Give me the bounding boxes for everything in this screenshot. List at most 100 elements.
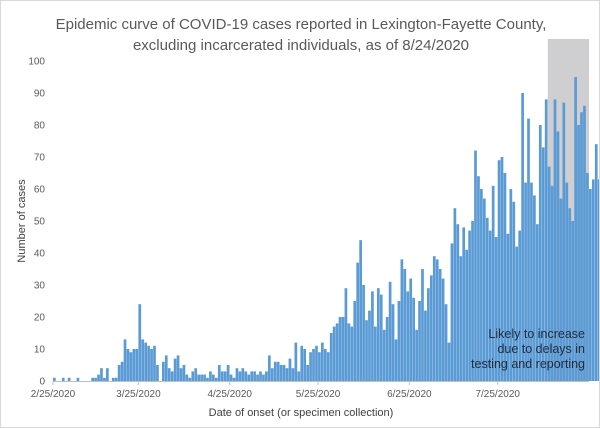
case-bar [332, 326, 336, 381]
case-bar [444, 304, 448, 381]
case-bar [568, 208, 572, 381]
case-bar [103, 377, 106, 381]
case-bar [282, 365, 286, 381]
case-bar [321, 342, 324, 381]
case-bar [456, 224, 460, 381]
case-bar [306, 365, 309, 381]
case-bar [556, 131, 560, 381]
y-tick-label: 70 [34, 153, 46, 164]
case-bar [206, 377, 209, 381]
x-tick-label: 6/25/2020 [387, 389, 432, 400]
y-tick-label: 20 [34, 313, 46, 324]
case-bar [176, 355, 180, 381]
case-bar [338, 317, 342, 381]
case-bar [141, 339, 145, 381]
case-bar [94, 377, 97, 381]
case-bar [544, 99, 548, 382]
y-axis-label: Number of cases [16, 179, 28, 263]
case-bar [394, 339, 398, 381]
case-bar [220, 371, 224, 381]
y-tick-label: 90 [34, 89, 46, 100]
case-bar [238, 371, 242, 381]
case-bar [323, 349, 327, 381]
case-bar [530, 182, 533, 381]
case-bar [126, 349, 130, 381]
case-bar [265, 371, 268, 381]
case-bar [583, 105, 586, 382]
case-bar [191, 371, 195, 381]
chart-title-line-1: Epidemic curve of COVID-19 cases reporte… [56, 16, 547, 33]
case-bar [100, 368, 103, 381]
y-tick-label: 80 [34, 121, 46, 132]
case-bar [179, 368, 183, 381]
case-bar [480, 189, 483, 381]
case-bar [571, 221, 575, 381]
case-bar [474, 150, 477, 381]
case-bar [294, 342, 298, 381]
case-bar [235, 368, 239, 381]
case-bar [200, 374, 203, 381]
case-bar [203, 374, 206, 381]
case-bar [527, 118, 530, 381]
case-bar [288, 358, 292, 381]
y-tick-label: 0 [39, 377, 45, 388]
case-bar [341, 317, 345, 381]
case-bar [326, 352, 330, 381]
case-bar [156, 365, 159, 381]
case-bar [503, 173, 507, 381]
case-bar [350, 326, 354, 381]
y-tick-label: 40 [34, 249, 46, 260]
case-bar [521, 93, 524, 381]
case-bar [194, 368, 198, 381]
case-bar [241, 368, 245, 381]
case-bar [488, 230, 492, 381]
case-bar [117, 365, 121, 381]
case-bar [209, 371, 212, 381]
case-bar [309, 352, 312, 381]
case-bar [344, 288, 348, 381]
case-bar [197, 374, 201, 381]
case-bar [509, 189, 513, 381]
case-bar [412, 297, 416, 381]
case-bar [97, 374, 100, 381]
case-bar [559, 198, 563, 381]
case-bar [491, 185, 495, 381]
case-bar [494, 237, 498, 381]
case-bar [161, 361, 165, 381]
x-axis-label: Date of onset (or specimen collection) [209, 407, 394, 419]
case-bar [232, 377, 236, 381]
case-bar [518, 230, 522, 381]
case-bar [297, 371, 301, 381]
case-bar [279, 365, 283, 381]
case-bar [462, 227, 466, 381]
case-bar [173, 358, 177, 381]
case-bar [114, 377, 118, 381]
case-bar [591, 179, 595, 381]
case-bar [247, 374, 251, 381]
case-bar [276, 361, 280, 381]
case-bar [538, 125, 542, 381]
case-bar [182, 365, 186, 381]
case-bar [586, 173, 589, 381]
case-bar [256, 374, 259, 381]
case-bar [580, 112, 583, 381]
case-bar [553, 99, 557, 382]
case-bar [129, 352, 133, 381]
y-tick-label: 50 [34, 217, 46, 228]
case-bar [188, 377, 192, 381]
case-bar [91, 377, 94, 381]
case-bar [406, 291, 410, 381]
case-bar [153, 345, 156, 381]
case-bar [385, 317, 389, 381]
case-bar [359, 240, 362, 381]
case-bar [347, 323, 351, 381]
case-bar [485, 217, 489, 381]
case-bar [223, 371, 227, 381]
case-bar [318, 352, 321, 381]
case-bar [379, 294, 383, 381]
case-bar [226, 365, 230, 381]
case-bar [144, 342, 148, 381]
case-bar [497, 160, 501, 381]
case-bar [500, 157, 504, 381]
